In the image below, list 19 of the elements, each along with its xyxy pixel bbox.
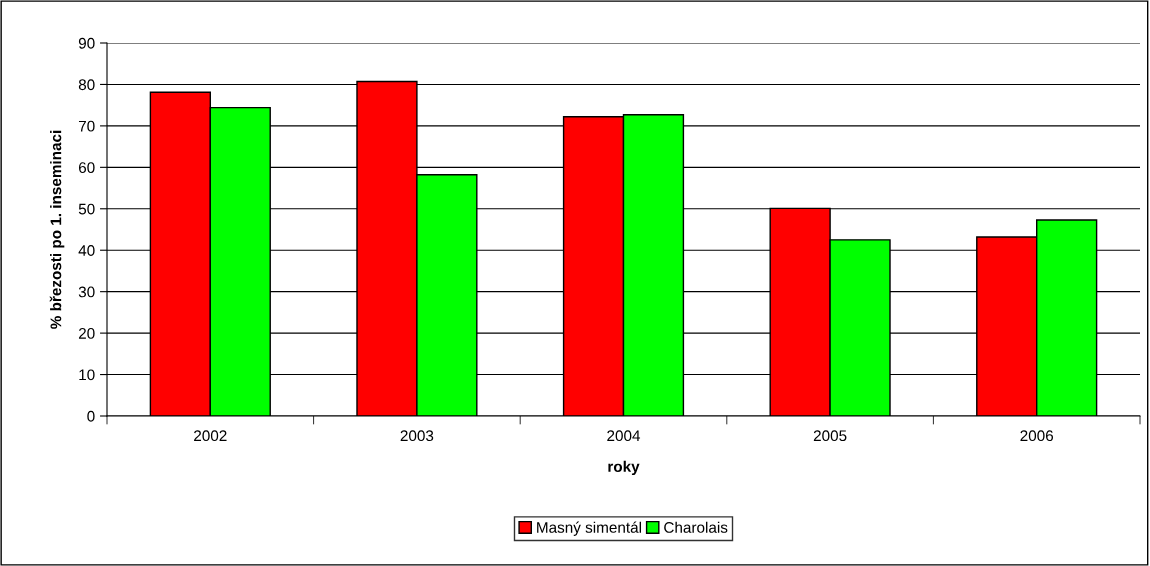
y-tick-label: 30	[78, 286, 95, 298]
y-tick-label: 20	[78, 327, 95, 339]
legend-label: Charolais	[664, 521, 728, 533]
x-tick-label: 2005	[813, 430, 847, 442]
y-tick-label: 90	[78, 37, 95, 49]
y-tick-label: 70	[78, 120, 95, 132]
y-tick-label: 80	[78, 79, 95, 91]
y-tick-label: 60	[78, 162, 95, 174]
x-tick-label: 2002	[194, 430, 227, 442]
x-tick-label: 2006	[1020, 430, 1054, 442]
x-tick-label: 2004	[607, 430, 641, 442]
y-tick-label: 0	[87, 410, 95, 422]
y-tick-label: 10	[79, 369, 95, 381]
y-tick-label: 50	[78, 203, 95, 215]
x-axis-title: roky	[608, 460, 640, 476]
y-tick-label: 40	[78, 245, 95, 256]
x-tick-label: 2003	[400, 430, 434, 442]
legend-label: Masný simentál	[537, 521, 641, 536]
y-axis-title: % březosti po 1. inseminaci	[49, 130, 65, 329]
